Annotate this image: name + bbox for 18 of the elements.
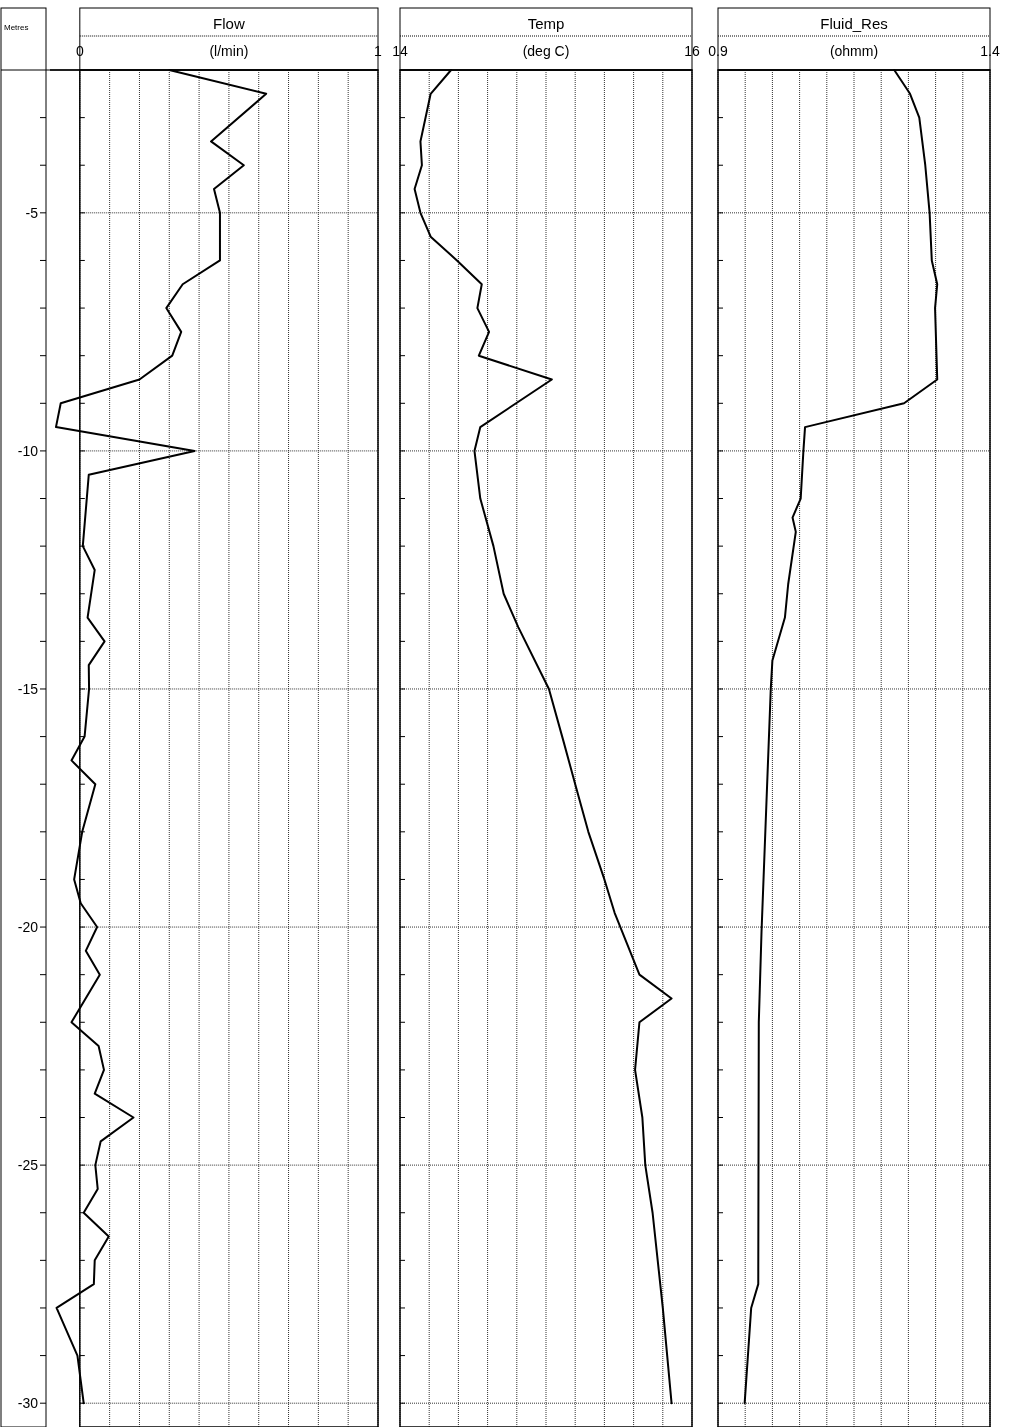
y-tick-label: -15	[17, 680, 39, 697]
y-tick-label: -25	[17, 1157, 39, 1174]
y-tick-label: -10	[17, 442, 39, 459]
x-tick-label: 0.9	[708, 43, 728, 59]
x-tick-label: 16	[684, 43, 700, 59]
x-axis-title: (deg C)	[522, 43, 570, 59]
y-tick-label: -30	[17, 1395, 39, 1412]
chart-title: Fluid_Res	[820, 15, 888, 32]
x-axis-title: (ohmm)	[829, 43, 879, 59]
y-axis-title: Metres	[4, 23, 29, 32]
chart-title: Temp	[527, 15, 565, 32]
y-tick-label: -5	[25, 204, 39, 221]
x-tick-label: 14	[392, 43, 408, 59]
chart-title: Flow	[213, 15, 245, 32]
x-tick-label: 1.4	[980, 43, 1000, 59]
x-tick-label: 1	[374, 43, 383, 59]
y-tick-label: -20	[17, 918, 39, 935]
x-axis-title: (l/min)	[209, 43, 249, 59]
